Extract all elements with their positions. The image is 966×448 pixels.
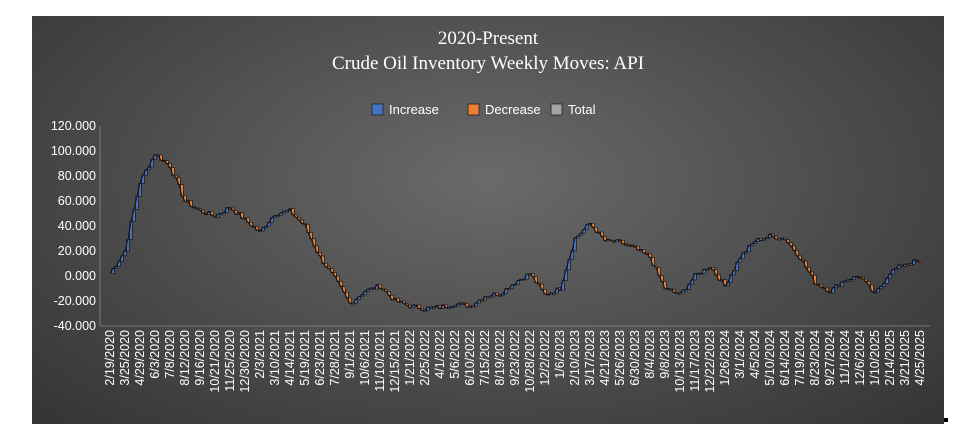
y-tick-label: 60.000 xyxy=(58,194,96,208)
data-point xyxy=(455,303,456,305)
y-tick-label: -40.000 xyxy=(54,319,96,333)
legend-swatch-increase xyxy=(371,103,384,116)
x-tick-label: 4/29/2020 xyxy=(133,330,147,386)
legend-swatch-decrease xyxy=(467,103,480,116)
x-tick-label: 4/21/2023 xyxy=(598,330,612,386)
x-tick-label: 9/16/2020 xyxy=(193,330,207,386)
legend-label-increase: Increase xyxy=(389,102,439,117)
chart: 2020-Present Crude Oil Inventory Weekly … xyxy=(51,28,930,393)
data-point xyxy=(620,241,621,243)
x-tick-label: 12/2/2022 xyxy=(538,330,552,386)
x-tick-label: 2/19/2020 xyxy=(103,330,117,386)
x-tick-label: 2/25/2022 xyxy=(418,330,432,386)
x-tick-label: 5/6/2022 xyxy=(448,330,462,379)
x-tick-label: 2/3/2021 xyxy=(253,330,267,379)
x-tick-label: 6/14/2024 xyxy=(778,330,792,386)
x-tick-label: 7/15/2022 xyxy=(478,330,492,386)
x-tick-label: 8/12/2020 xyxy=(178,330,192,386)
x-tick-label: 6/3/2020 xyxy=(148,330,162,379)
legend: Increase Decrease Total xyxy=(371,102,596,117)
data-point xyxy=(155,153,156,155)
x-tick-label: 3/1/2024 xyxy=(733,330,747,379)
x-tick-label: 12/22/2023 xyxy=(703,330,717,393)
x-tick-label: 9/23/2022 xyxy=(508,330,522,386)
x-tick-label: 10/13/2023 xyxy=(673,330,687,393)
x-tick-label: 8/19/2022 xyxy=(493,330,507,386)
x-tick-label: 2/10/2023 xyxy=(568,330,582,386)
data-point xyxy=(425,308,426,310)
y-tick-label: 0.000 xyxy=(65,269,96,283)
legend-label-total: Total xyxy=(568,102,596,117)
data-point xyxy=(275,213,276,215)
y-tick-label: 100.000 xyxy=(51,144,96,158)
data-point xyxy=(875,294,876,296)
x-tick-label: 11/17/2023 xyxy=(688,330,702,392)
y-tick-label: 80.000 xyxy=(58,169,96,183)
x-tick-label: 3/17/2023 xyxy=(583,330,597,386)
chart-subtitle: Crude Oil Inventory Weekly Moves: API xyxy=(332,53,644,74)
legend-label-decrease: Decrease xyxy=(485,102,541,117)
x-tick-label: 4/1/2022 xyxy=(433,330,447,379)
y-tick-label: 120.000 xyxy=(51,119,96,133)
y-tick-label: 40.000 xyxy=(58,219,96,233)
x-tick-label: 10/6/2021 xyxy=(358,330,372,386)
x-tick-label: 8/4/2023 xyxy=(643,330,657,379)
x-tick-label: 9/8/2023 xyxy=(658,330,672,379)
chart-title: 2020-Present xyxy=(438,28,539,49)
x-tick-label: 6/30/2023 xyxy=(628,330,642,386)
x-tick-label: 11/10/2021 xyxy=(373,330,387,392)
x-tick-label: 1/21/2022 xyxy=(403,330,417,386)
x-tick-label: 1/6/2023 xyxy=(553,330,567,379)
x-tick-label: 3/21/2025 xyxy=(898,330,912,386)
x-tick-label: 11/25/2020 xyxy=(223,330,237,392)
x-tick-label: 4/25/2025 xyxy=(913,330,927,386)
y-tick-label: -20.000 xyxy=(54,294,96,308)
x-tick-label: 12/15/2021 xyxy=(388,330,402,393)
chart-frame: 2020-Present Crude Oil Inventory Weekly … xyxy=(32,16,944,424)
legend-swatch-total xyxy=(550,103,563,116)
x-tick-label: 2/14/2025 xyxy=(883,330,897,386)
x-tick-label: 9/1/2021 xyxy=(343,330,357,379)
x-tick-label: 11/1/2024 xyxy=(838,330,852,385)
y-axis: -40.000 -20.000 0.000 20.000 40.000 60.000 80.… xyxy=(51,119,930,333)
x-tick-label: 5/19/2021 xyxy=(298,330,312,386)
x-tick-label: 3/10/2021 xyxy=(268,330,282,386)
data-point xyxy=(500,293,501,295)
x-tick-label: 9/27/2024 xyxy=(823,330,837,386)
x-tick-label: 12/6/2024 xyxy=(853,330,867,386)
data-point xyxy=(515,281,516,283)
trailing-dot xyxy=(944,418,948,422)
x-tick-label: 4/5/2024 xyxy=(748,330,762,379)
x-tick-label: 5/10/2024 xyxy=(763,330,777,386)
x-tick-label: 10/21/2020 xyxy=(208,330,222,393)
x-tick-label: 7/19/2024 xyxy=(793,330,807,386)
x-tick-label: 1/26/2024 xyxy=(718,330,732,386)
x-tick-label: 1/10/2025 xyxy=(868,330,882,386)
x-tick-label: 6/10/2022 xyxy=(463,330,477,386)
x-tick-label: 7/28/2021 xyxy=(328,330,342,386)
x-tick-label: 4/14/2021 xyxy=(283,330,297,386)
x-axis: 2/19/2020 3/25/2020 4/29/2020 6/3/2020 7/8/2… xyxy=(103,330,927,393)
x-tick-label: 5/26/2023 xyxy=(613,330,627,386)
x-tick-label: 7/8/2020 xyxy=(163,330,177,379)
x-tick-label: 3/25/2020 xyxy=(118,330,132,386)
plot-area xyxy=(109,153,922,313)
total-line xyxy=(109,154,921,311)
x-tick-label: 8/23/2024 xyxy=(808,330,822,386)
data-point xyxy=(335,278,336,280)
data-point xyxy=(710,265,711,267)
y-tick-label: 20.000 xyxy=(58,244,96,258)
x-tick-label: 12/30/2020 xyxy=(238,330,252,393)
data-point xyxy=(635,248,636,250)
x-tick-label: 10/28/2022 xyxy=(523,330,537,393)
x-tick-label: 6/23/2021 xyxy=(313,330,327,386)
